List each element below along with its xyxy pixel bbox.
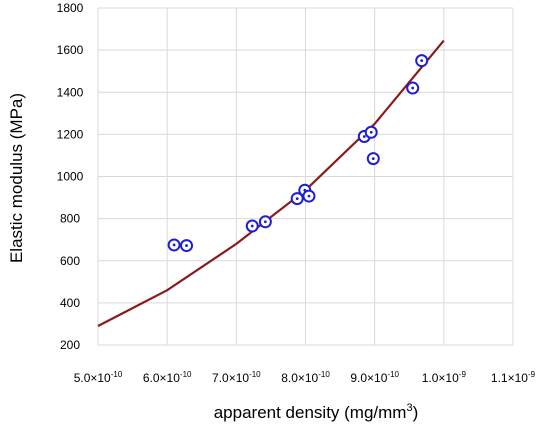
x-axis-label-superscript: 3 (406, 402, 412, 414)
y-tick-label: 400 (60, 296, 80, 310)
y-tick-label: 1200 (57, 127, 84, 141)
fit-line-path (97, 39, 445, 327)
x-axis-label: apparent density (mg/mm3) (214, 402, 419, 422)
y-tick-labels: 200 400 600 800 1000 1200 1400 1600 1800 (57, 1, 84, 352)
data-points (167, 54, 429, 253)
data-point (366, 152, 380, 166)
x-tick-label: 1.0×10-9 (422, 370, 467, 385)
x-axis-label-suffix: ) (413, 403, 419, 422)
x-tick-label: 9.0×10-10 (350, 370, 399, 385)
y-tick-label: 1400 (57, 85, 84, 99)
x-tick-label: 5.0×10-10 (74, 370, 123, 385)
data-point (415, 54, 429, 68)
data-point (167, 238, 181, 252)
data-point (245, 219, 259, 233)
y-tick-label: 800 (60, 212, 80, 226)
x-tick-label: 6.0×10-10 (143, 370, 192, 385)
grid (97, 7, 514, 346)
y-tick-label: 1800 (57, 1, 84, 15)
x-tick-label: 7.0×10-10 (212, 370, 261, 385)
y-tick-label: 600 (60, 254, 80, 268)
data-point (258, 215, 272, 229)
data-point (180, 239, 194, 253)
x-tick-label: 1.1×10-9 (491, 370, 536, 385)
data-point (302, 189, 316, 203)
y-tick-label: 200 (60, 338, 80, 352)
data-point (406, 81, 420, 95)
y-tick-label: 1600 (57, 43, 84, 57)
x-axis-label-main: apparent density (mg/mm (214, 403, 407, 422)
y-tick-label: 1000 (57, 170, 84, 184)
data-point (364, 125, 378, 139)
data-point (290, 192, 304, 206)
fit-line (97, 39, 445, 327)
y-axis-label: Elastic modulus (MPa) (7, 93, 26, 263)
x-tick-label: 8.0×10-10 (281, 370, 330, 385)
x-tick-labels: 5.0×10-10 6.0×10-10 7.0×10-10 8.0×10-10 9.0×… (74, 370, 536, 385)
